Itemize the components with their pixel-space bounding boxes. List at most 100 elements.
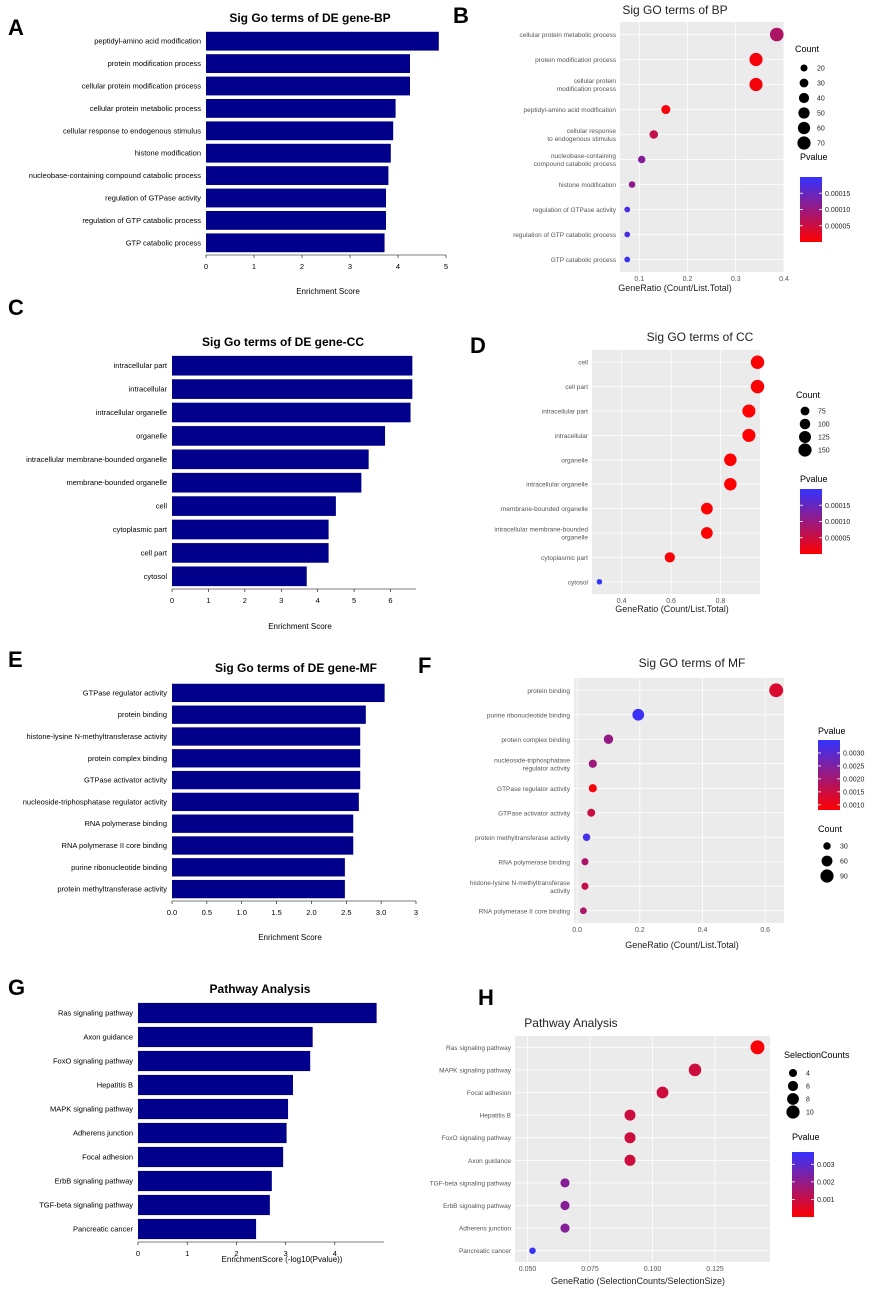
panel-label: B	[453, 3, 469, 28]
x-tick-label: 0.3	[731, 276, 741, 283]
size-legend-title: Count	[795, 44, 820, 54]
size-legend-label: 20	[817, 66, 825, 73]
bar	[172, 472, 362, 493]
x-tick-label: 0.1	[634, 276, 644, 283]
size-legend-label: 70	[817, 141, 825, 148]
category-label: cellular protein	[574, 78, 617, 85]
x-tick-label: 0.125	[706, 1266, 724, 1273]
bar	[206, 121, 394, 141]
size-legend-dot	[787, 1093, 799, 1105]
x-tick-label: 4	[396, 262, 400, 271]
category-label: intracellular membrane-bounded	[494, 527, 588, 534]
data-point	[724, 453, 737, 467]
bar-chart-g: G Pathway Analysis Ras signaling pathway Ax…	[8, 975, 384, 1264]
category-label: ErbB signaling pathway	[443, 1203, 512, 1210]
x-tick-label: 0	[136, 1249, 140, 1258]
x-axis-label: GeneRatio (Count/List.Total)	[625, 940, 739, 950]
x-tick-label: 0	[204, 262, 208, 271]
category-label: GTP catabolic process	[126, 238, 202, 247]
category-label: intracellular	[555, 433, 589, 440]
size-legend-label: 30	[840, 844, 848, 851]
color-legend-label: 0.001	[817, 1197, 835, 1204]
category-label: nucleoside-triphosphatase regulator acti…	[23, 797, 167, 806]
bar	[172, 519, 329, 540]
x-tick-label: 3	[348, 262, 352, 271]
panel-label: D	[470, 333, 486, 358]
category-label: compound catabolic process	[534, 161, 617, 168]
category-label: GTP catabolic process	[551, 257, 617, 264]
size-legend-dot	[823, 842, 831, 850]
x-axis-label: GeneRatio (Count/List.Total)	[615, 604, 729, 614]
x-tick-label: 0.6	[760, 927, 770, 934]
category-label: histone-lysine N-methyltransferase	[470, 880, 570, 887]
dot-chart-f: F Sig GO terms of MF protein binding purine…	[418, 653, 865, 950]
bar	[172, 355, 413, 376]
color-legend-title: Pvalue	[818, 726, 846, 736]
bar	[138, 1122, 287, 1144]
x-tick-label: 1.0	[236, 908, 246, 917]
bar	[172, 814, 354, 833]
data-point	[750, 1040, 765, 1055]
data-point	[560, 1200, 570, 1211]
size-legend: Count 75 100 125 150	[796, 390, 830, 457]
size-legend-title: Count	[818, 824, 843, 834]
dot-chart-b: B Sig GO terms of BP cellular protein meta…	[453, 3, 850, 293]
category-label: Focal adhesion	[82, 1153, 133, 1162]
data-point	[624, 231, 631, 238]
category-label: cytoplasmic part	[113, 525, 168, 534]
category-label: cell part	[565, 384, 588, 391]
plot-panel	[592, 350, 760, 594]
category-label: protein methyltransferase activity	[475, 835, 571, 842]
category-label: MAPK signaling pathway	[439, 1067, 512, 1074]
size-legend-title: Count	[796, 390, 821, 400]
color-legend-label: 0.003	[817, 1162, 835, 1169]
data-point	[632, 708, 645, 721]
chart-title: Sig Go terms of DE gene-BP	[229, 11, 390, 25]
bar	[172, 858, 345, 877]
x-tick-label: 0.8	[716, 598, 726, 605]
color-legend-label: 0.00015	[825, 191, 850, 198]
bar	[206, 166, 389, 186]
chart-title: Pathway Analysis	[210, 982, 311, 996]
category-label: regulation of GTP catabolic process	[82, 216, 201, 225]
category-label: purine ribonucleotide binding	[71, 863, 167, 872]
bar	[172, 496, 336, 516]
category-label: nucleobase-containing compound catabolic…	[29, 171, 201, 180]
bar-chart-a: A Sig Go terms of DE gene-BP peptidyl-amin…	[8, 11, 448, 296]
size-legend: Count 20 30 40 50 60 70	[795, 44, 825, 150]
color-legend-label: 0.0025	[843, 763, 865, 770]
bar	[138, 1026, 313, 1048]
category-label: GTPase regulator activity	[497, 786, 571, 793]
size-legend-label: 150	[818, 448, 830, 455]
category-label: protein binding	[118, 710, 167, 719]
data-point	[637, 155, 646, 164]
data-point	[582, 833, 591, 841]
x-axis-label: Enrichment Score	[268, 622, 332, 631]
size-legend-dot	[800, 406, 810, 416]
x-axis-label: EnrichmentScore (-log10(Pvalue))	[222, 1255, 343, 1264]
color-bar	[800, 177, 822, 242]
category-label: protein methyltransferase activity	[57, 885, 167, 894]
category-label: organelle	[561, 535, 588, 542]
category-label: RNA polymerase binding	[498, 859, 570, 866]
color-legend-label: 0.0010	[843, 802, 865, 809]
color-bar	[800, 489, 822, 554]
color-legend-label: 0.0030	[843, 750, 865, 757]
data-point	[624, 206, 631, 213]
color-legend-label: 0.002	[817, 1179, 835, 1186]
bar	[206, 54, 410, 74]
color-legend-label: 0.00010	[825, 519, 850, 526]
x-tick-label: 0.4	[617, 598, 627, 605]
bar	[206, 233, 385, 253]
x-tick-label: 0.4	[698, 927, 708, 934]
x-tick-label: 0	[170, 596, 174, 605]
size-legend-dot	[799, 431, 811, 443]
size-legend-dot	[821, 855, 833, 867]
data-point	[560, 1178, 570, 1188]
bar	[206, 31, 439, 51]
category-label: cellular response to endogenous stimulus	[63, 126, 201, 135]
category-label: TGF-beta signaling pathway	[430, 1180, 512, 1187]
category-label: to endogenous stimulus	[547, 136, 616, 143]
data-point	[656, 1086, 669, 1099]
bar	[172, 770, 361, 790]
